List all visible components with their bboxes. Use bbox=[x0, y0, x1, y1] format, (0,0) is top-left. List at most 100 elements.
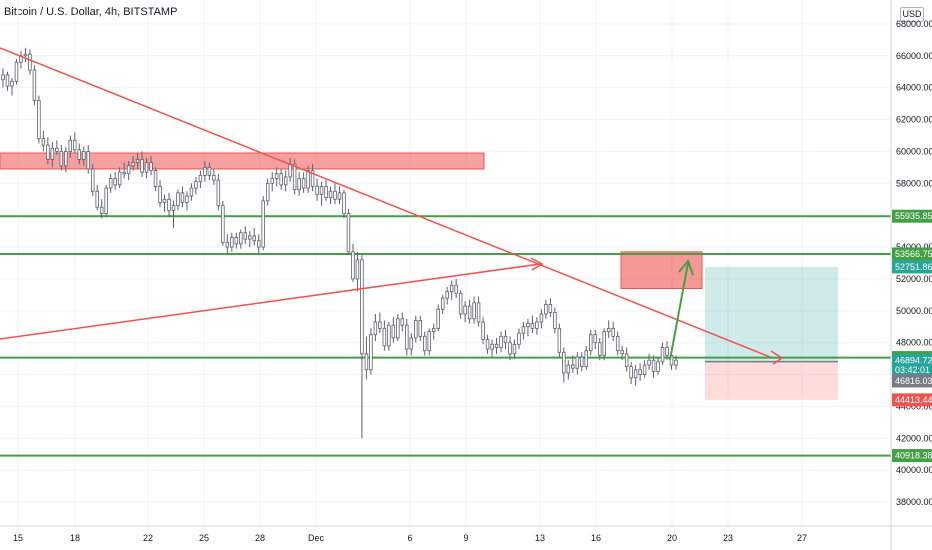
candle bbox=[521, 321, 526, 340]
candle-body bbox=[37, 100, 41, 140]
candle bbox=[256, 234, 261, 254]
time-tick-label: 23 bbox=[723, 533, 733, 543]
candle-body bbox=[252, 235, 256, 242]
candle bbox=[364, 336, 369, 380]
candle-body bbox=[113, 178, 117, 186]
time-tick-label: 28 bbox=[255, 533, 265, 543]
candle bbox=[99, 199, 104, 219]
time-axis[interactable]: 15 18 22 25 28 Dec 6 9 13 16 20 23 27 bbox=[13, 533, 807, 543]
position-profit-zone[interactable] bbox=[705, 266, 838, 362]
candle bbox=[32, 65, 37, 106]
candle-body bbox=[396, 318, 400, 339]
candle bbox=[674, 355, 678, 370]
currency-button[interactable]: USD bbox=[900, 7, 924, 22]
candle bbox=[333, 183, 337, 205]
price-badge-label: 03:42:01 bbox=[895, 365, 930, 375]
candle-body bbox=[651, 359, 656, 372]
candle-body bbox=[431, 327, 436, 332]
candle bbox=[117, 167, 122, 189]
candle-body bbox=[310, 170, 315, 187]
candle bbox=[144, 157, 149, 179]
candle bbox=[589, 329, 593, 356]
candle-body bbox=[454, 284, 458, 294]
candle-body bbox=[279, 173, 283, 186]
candle-body bbox=[391, 324, 396, 339]
candle bbox=[55, 140, 59, 155]
candle-body bbox=[140, 158, 144, 173]
candle-body bbox=[14, 61, 19, 82]
candle bbox=[427, 328, 431, 356]
candle-body bbox=[378, 321, 382, 329]
candle-body bbox=[194, 181, 198, 189]
price-tick-label: 64000.00 bbox=[896, 83, 932, 93]
candle bbox=[418, 315, 423, 342]
projection-arrow[interactable] bbox=[669, 262, 689, 361]
candle-body bbox=[50, 147, 55, 160]
candle-body bbox=[611, 327, 615, 337]
candle-body bbox=[364, 353, 369, 371]
candle bbox=[203, 160, 207, 182]
candle bbox=[198, 170, 203, 189]
candle bbox=[382, 320, 387, 351]
candle bbox=[189, 183, 194, 201]
position-loss-zone[interactable] bbox=[705, 361, 838, 400]
candle-body bbox=[620, 350, 624, 355]
candle bbox=[512, 339, 517, 359]
candle bbox=[225, 234, 230, 254]
candle-body bbox=[73, 139, 77, 151]
candle bbox=[494, 337, 499, 354]
candle bbox=[122, 162, 126, 179]
candle bbox=[265, 178, 270, 206]
target-zone[interactable] bbox=[620, 251, 703, 290]
candle-body bbox=[283, 176, 288, 186]
candle-body bbox=[553, 312, 557, 329]
vertical-gridlines bbox=[17, 0, 803, 526]
time-tick-label: 20 bbox=[667, 533, 677, 543]
candle bbox=[319, 181, 324, 206]
candle-body bbox=[606, 327, 611, 332]
time-tick-label: 27 bbox=[797, 533, 807, 543]
candle bbox=[597, 337, 602, 361]
candle bbox=[283, 170, 288, 192]
candle bbox=[378, 312, 382, 334]
candle bbox=[449, 280, 454, 300]
candle-body bbox=[185, 195, 189, 203]
candle-body bbox=[149, 162, 153, 171]
resistance-zone[interactable] bbox=[0, 152, 485, 170]
candle bbox=[405, 318, 409, 356]
candle-body bbox=[593, 334, 597, 344]
candle-body bbox=[638, 369, 642, 375]
price-badge-bg bbox=[892, 260, 932, 274]
price-badge: 55935.85 bbox=[892, 209, 932, 223]
price-axis-badges: 55935.8553566.7552751.8647065.7946894.72… bbox=[892, 209, 932, 463]
candle-body bbox=[440, 297, 445, 310]
candle-body bbox=[615, 335, 620, 352]
price-tick-label: 58000.00 bbox=[896, 178, 932, 188]
support-resistance-levels[interactable] bbox=[0, 215, 891, 457]
candle bbox=[140, 151, 144, 177]
candle-body bbox=[324, 186, 328, 199]
descending-trendline[interactable] bbox=[0, 47, 771, 358]
candle bbox=[297, 172, 301, 197]
price-badge-label: 44413.44 bbox=[895, 395, 932, 405]
candle-body bbox=[328, 190, 333, 199]
candle bbox=[212, 168, 216, 185]
candle bbox=[153, 167, 158, 192]
candle-body bbox=[230, 237, 234, 248]
candle bbox=[548, 298, 553, 318]
candle-body bbox=[5, 74, 10, 87]
candle-body bbox=[485, 339, 490, 350]
candle-body bbox=[301, 178, 306, 189]
candle-body bbox=[544, 304, 548, 315]
candle bbox=[46, 137, 50, 165]
candle-body bbox=[369, 334, 373, 371]
candle bbox=[279, 168, 283, 190]
price-badge-label: 46894.72 bbox=[895, 355, 932, 365]
candle-body bbox=[539, 313, 544, 323]
candle bbox=[346, 208, 351, 256]
price-badge-bg bbox=[892, 247, 932, 261]
ascending-trendline[interactable] bbox=[0, 263, 541, 340]
candle-body bbox=[333, 190, 337, 200]
candle bbox=[5, 71, 10, 91]
